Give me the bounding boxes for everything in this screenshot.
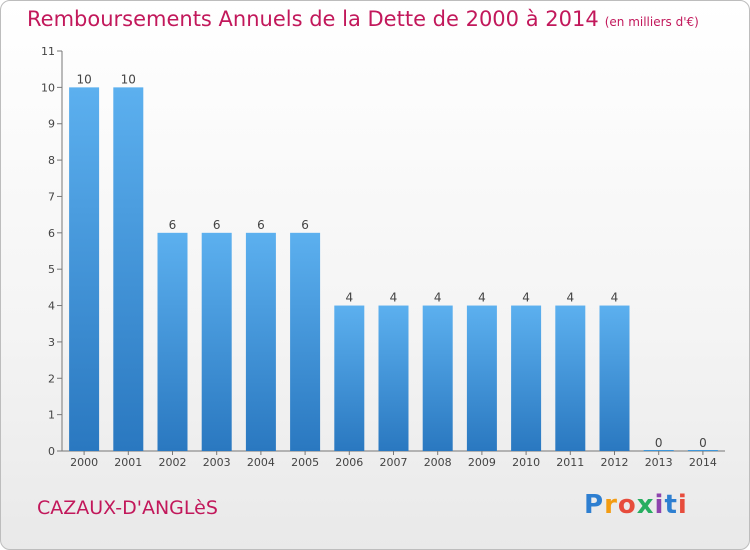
bar-value-label: 4	[566, 291, 574, 305]
x-tick-label: 2010	[512, 456, 540, 469]
bar-value-label: 0	[699, 436, 707, 450]
y-tick-label: 7	[48, 190, 55, 203]
y-tick-label: 8	[48, 154, 55, 167]
bar	[290, 232, 321, 451]
bar-value-label: 6	[213, 218, 221, 232]
bar	[334, 305, 365, 451]
bar-value-label: 6	[169, 218, 177, 232]
y-tick-label: 1	[48, 409, 55, 422]
bar	[157, 232, 188, 451]
x-tick-label: 2000	[70, 456, 98, 469]
y-tick-label: 5	[48, 263, 55, 276]
bar	[69, 87, 100, 451]
bar-value-label: 4	[345, 291, 353, 305]
x-tick-label: 2013	[645, 456, 673, 469]
x-tick-label: 2014	[689, 456, 717, 469]
y-tick-label: 4	[48, 300, 55, 313]
bar-value-label: 4	[434, 291, 442, 305]
bar-value-label: 4	[390, 291, 398, 305]
x-tick-label: 2009	[468, 456, 496, 469]
bar	[378, 305, 409, 451]
bar	[245, 232, 276, 451]
bar-value-label: 4	[478, 291, 486, 305]
x-tick-label: 2002	[159, 456, 187, 469]
bar	[113, 87, 144, 451]
bar	[555, 305, 586, 451]
y-tick-label: 0	[48, 445, 55, 458]
y-tick-label: 11	[41, 45, 55, 58]
x-tick-label: 2012	[601, 456, 629, 469]
bars	[69, 87, 718, 451]
y-tick-label: 6	[48, 227, 55, 240]
chart-title-text: Remboursements Annuels de la Dette de 20…	[27, 7, 599, 31]
bar	[422, 305, 453, 451]
bar	[466, 305, 497, 451]
x-tick-label: 2005	[291, 456, 319, 469]
bar-value-label: 6	[301, 218, 309, 232]
bar-value-label: 10	[76, 72, 91, 86]
bar	[599, 305, 630, 451]
x-tick-label: 2011	[556, 456, 584, 469]
chart-title: Remboursements Annuels de la Dette de 20…	[27, 7, 699, 31]
x-tick-label: 2007	[380, 456, 408, 469]
x-tick-label: 2001	[114, 456, 142, 469]
bar-value-label: 4	[522, 291, 530, 305]
y-tick-label: 3	[48, 336, 55, 349]
x-tick-label: 2006	[335, 456, 363, 469]
unit-note: (en milliers d'€)	[604, 15, 699, 29]
bar-value-label: 6	[257, 218, 265, 232]
proxiti-logo: Proxiti	[584, 490, 688, 520]
bar-value-label: 0	[655, 436, 663, 450]
bar-value-label: 4	[611, 291, 619, 305]
bar-value-labels: 10 10 6 6 6 6 4 4 4 4 4 4 4 0 0	[76, 72, 706, 450]
x-tick-label: 2004	[247, 456, 275, 469]
x-tick-label: 2008	[424, 456, 452, 469]
axes: 0 1 2 3 4 5 6 7 8 9 10 11 2000 2001 2002 2003 2004 2005 20…	[41, 45, 725, 469]
bar-value-label: 10	[121, 72, 136, 86]
bar	[511, 305, 542, 451]
y-tick-label: 9	[48, 118, 55, 131]
x-tick-label: 2003	[203, 456, 231, 469]
y-tick-label: 10	[41, 81, 55, 94]
y-tick-label: 2	[48, 372, 55, 385]
location-name: CAZAUX-D'ANGLèS	[37, 497, 218, 519]
bar	[201, 232, 232, 451]
